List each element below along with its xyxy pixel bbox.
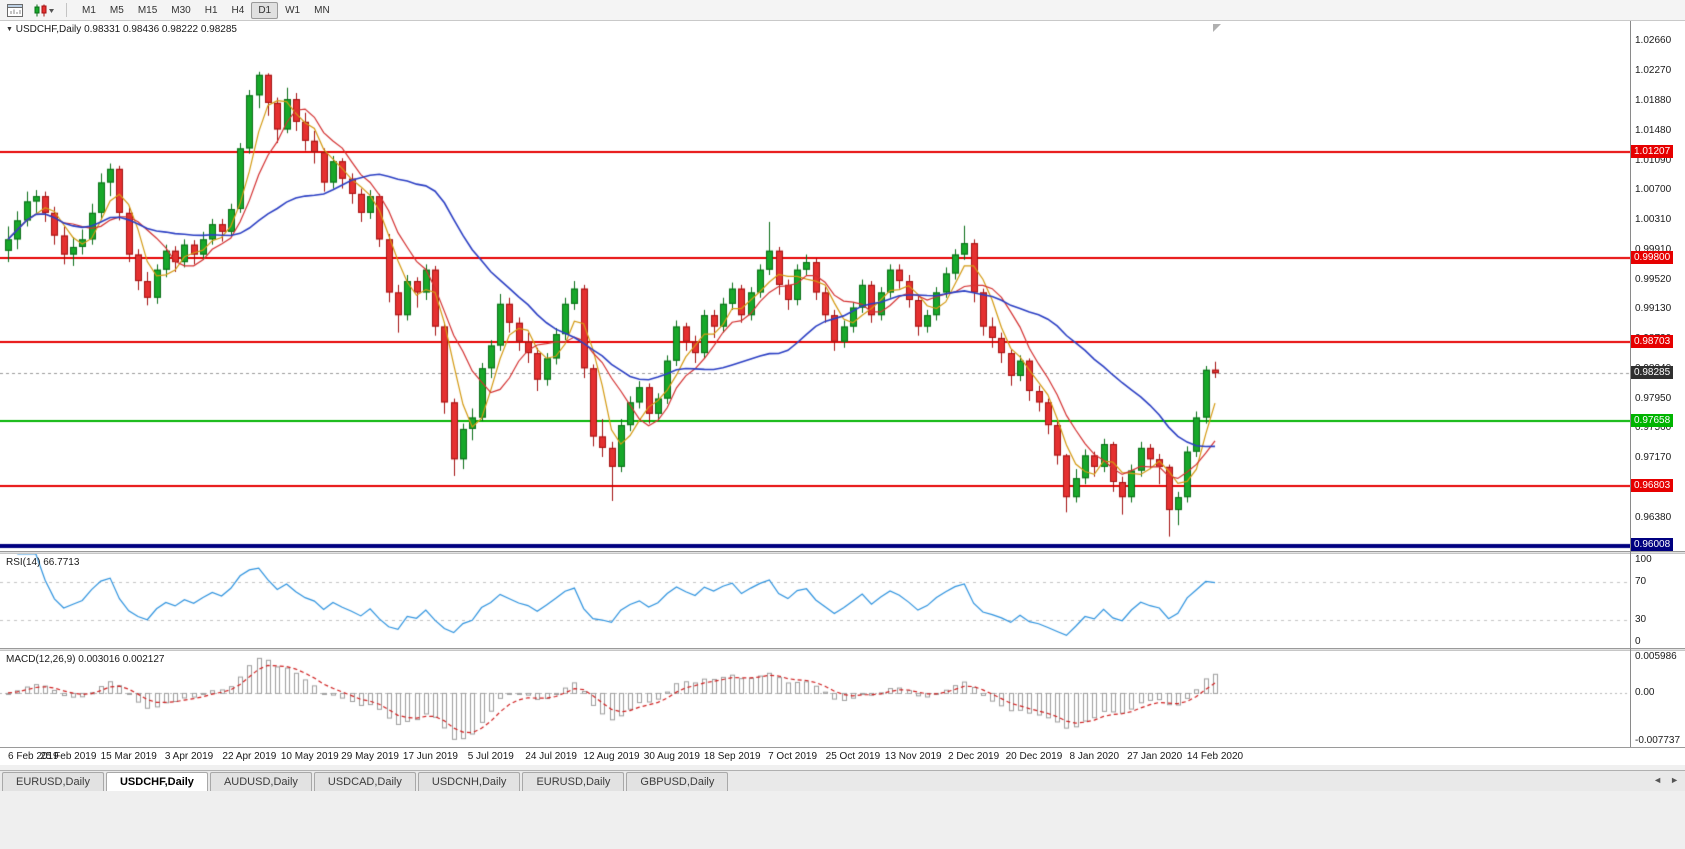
price-tick: 1.01880 (1635, 94, 1672, 106)
macd-canvas[interactable] (0, 651, 1630, 747)
rsi-name: RSI(14) (6, 557, 41, 568)
macd-name: MACD(12,26,9) (6, 654, 76, 665)
date-label: 20 Dec 2019 (1005, 751, 1063, 762)
chart-ohlc-values: 0.98331 0.98436 0.98222 0.98285 (84, 24, 237, 35)
date-label: 25 Feb 2019 (40, 751, 97, 762)
price-tick: 1.00310 (1635, 213, 1672, 225)
price-level-badge: 0.96803 (1631, 478, 1674, 492)
timeframe-button-group: M1 M5 M15 M30 H1 H4 D1 W1 MN (75, 1, 337, 19)
timeframe-button-w1[interactable]: W1 (285, 4, 301, 16)
price-tick: 1.01090 (1635, 154, 1672, 166)
chart-menu-icon[interactable]: ▼ (6, 26, 13, 33)
date-label: 2 Dec 2019 (948, 751, 1000, 762)
date-label: 14 Feb 2020 (1186, 751, 1244, 762)
price-tick: 1.01480 (1635, 124, 1672, 136)
chart-tab-gbpusd-6[interactable]: GBPUSD,Daily (626, 772, 729, 791)
price-level-badge: 0.98285 (1631, 366, 1674, 380)
date-label: 12 Aug 2019 (583, 751, 640, 762)
price-tick: 1.00700 (1635, 184, 1672, 196)
new-chart-icon[interactable] (4, 2, 26, 19)
pane-separator[interactable] (0, 551, 1685, 554)
date-label: 8 Jan 2020 (1069, 751, 1120, 762)
chart-tab-usdcad-3[interactable]: USDCAD,Daily (313, 772, 416, 791)
timeframe-button-m5[interactable]: M5 (109, 4, 124, 16)
price-level-badge: 0.98703 (1631, 334, 1674, 348)
date-label: 7 Oct 2019 (768, 751, 818, 762)
price-tick: 0.96380 (1635, 511, 1672, 523)
price-tick: 1.02660 (1635, 35, 1672, 47)
rsi-tick: 30 (1635, 613, 1647, 625)
price-level-badge: 0.97658 (1631, 413, 1674, 427)
date-label: 18 Sep 2019 (703, 751, 761, 762)
chart-header: ▼ USDCHF,Daily 0.98331 0.98436 0.98222 0… (6, 24, 237, 35)
chart-shift-marker-icon[interactable] (1213, 24, 1221, 32)
toolbar: M1 M5 M15 M30 H1 H4 D1 W1 MN (0, 0, 1685, 21)
chart-tab-usdchf-1[interactable]: USDCHF,Daily (105, 772, 208, 791)
price-level-badge: 0.99800 (1631, 251, 1674, 265)
date-label: 3 Apr 2019 (164, 751, 214, 762)
date-axis[interactable]: 6 Feb 2019 25 Feb 2019 15 Mar 2019 3 Apr 20… (0, 747, 1685, 765)
timeframe-button-m15[interactable]: M15 (137, 4, 158, 16)
window-bottom-area (0, 791, 1685, 849)
macd-label: MACD(12,26,9) 0.003016 0.002127 (6, 654, 164, 665)
tab-scroll-right-icon[interactable]: ► (1670, 775, 1679, 785)
timeframe-button-d1[interactable]: D1 (251, 1, 279, 19)
chart-tab-eurusd-5[interactable]: EURUSD,Daily (522, 772, 625, 791)
date-label: 29 May 2019 (341, 751, 400, 762)
tabs-holder: EURUSD,Daily USDCHF,Daily AUDUSD,Daily USDC… (0, 771, 729, 791)
tab-scroll-left-icon[interactable]: ◄ (1653, 775, 1663, 785)
timeframe-button-m1[interactable]: M1 (82, 4, 96, 16)
macd-tick: 0.005986 (1635, 651, 1677, 662)
date-label: 24 Jul 2019 (525, 751, 577, 762)
price-tick: 0.99910 (1635, 243, 1672, 255)
date-label: 27 Jan 2020 (1127, 751, 1183, 762)
rsi-tick: 70 (1635, 576, 1647, 588)
date-label: 5 Jul 2019 (467, 751, 514, 762)
timeframe-button-h4[interactable]: H4 (231, 4, 245, 16)
date-label: 15 Mar 2019 (100, 751, 157, 762)
rsi-tick: 0 (1635, 636, 1641, 647)
macd-pane: MACD(12,26,9) 0.003016 0.002127 0.005986… (0, 651, 1685, 747)
rsi-pane: RSI(14) 66.7713 100 70 30 0 (0, 554, 1685, 648)
rsi-canvas[interactable] (0, 554, 1630, 648)
date-label: 13 Nov 2019 (884, 751, 942, 762)
tab-scroll-controls: ◄ ► (1653, 775, 1679, 785)
price-chart-canvas[interactable] (0, 21, 1630, 551)
price-tick: 0.99130 (1635, 303, 1672, 315)
price-tick: 1.02270 (1635, 65, 1672, 77)
date-label: 30 Aug 2019 (643, 751, 700, 762)
price-tick: 0.97950 (1635, 392, 1672, 404)
timeframe-button-m30[interactable]: M30 (171, 4, 191, 16)
chart-type-candlestick-icon[interactable] (30, 2, 58, 19)
macd-tick: 0.00 (1635, 686, 1655, 698)
date-label: 17 Jun 2019 (402, 751, 458, 762)
chart-symbol-period: USDCHF,Daily (15, 24, 82, 35)
macd-values: 0.003016 0.002127 (78, 654, 165, 665)
price-tick: 0.99520 (1635, 273, 1672, 285)
rsi-tick: 100 (1635, 554, 1652, 565)
rsi-label: RSI(14) 66.7713 (6, 557, 79, 568)
toolbar-separator (66, 3, 67, 17)
rsi-value: 66.7713 (43, 557, 80, 568)
date-label: 6 Feb 2019 (8, 751, 59, 762)
pane-separator[interactable] (0, 648, 1685, 651)
price-level-badge: 0.96008 (1631, 538, 1674, 551)
macd-tick: -0.007737 (1635, 735, 1681, 746)
date-label: 25 Oct 2019 (825, 751, 881, 762)
date-label: 22 Apr 2019 (222, 751, 277, 762)
chart-tab-eurusd-0[interactable]: EURUSD,Daily (2, 772, 104, 791)
date-label: 10 May 2019 (280, 751, 339, 762)
chart-tab-bar: EURUSD,Daily USDCHF,Daily AUDUSD,Daily USDC… (0, 770, 1685, 791)
chart-tab-audusd-2[interactable]: AUDUSD,Daily (209, 772, 312, 791)
price-level-badge: 1.01207 (1631, 144, 1674, 158)
chart-tab-usdcnh-4[interactable]: USDCNH,Daily (417, 772, 521, 791)
price-tick: 0.97560 (1635, 422, 1672, 434)
main-chart-pane: ▼ USDCHF,Daily 0.98331 0.98436 0.98222 0… (0, 21, 1685, 551)
price-tick: 0.97170 (1635, 451, 1672, 463)
timeframe-button-mn[interactable]: MN (314, 4, 330, 16)
timeframe-button-h1[interactable]: H1 (204, 4, 218, 16)
axis-divider-line (1630, 21, 1631, 765)
